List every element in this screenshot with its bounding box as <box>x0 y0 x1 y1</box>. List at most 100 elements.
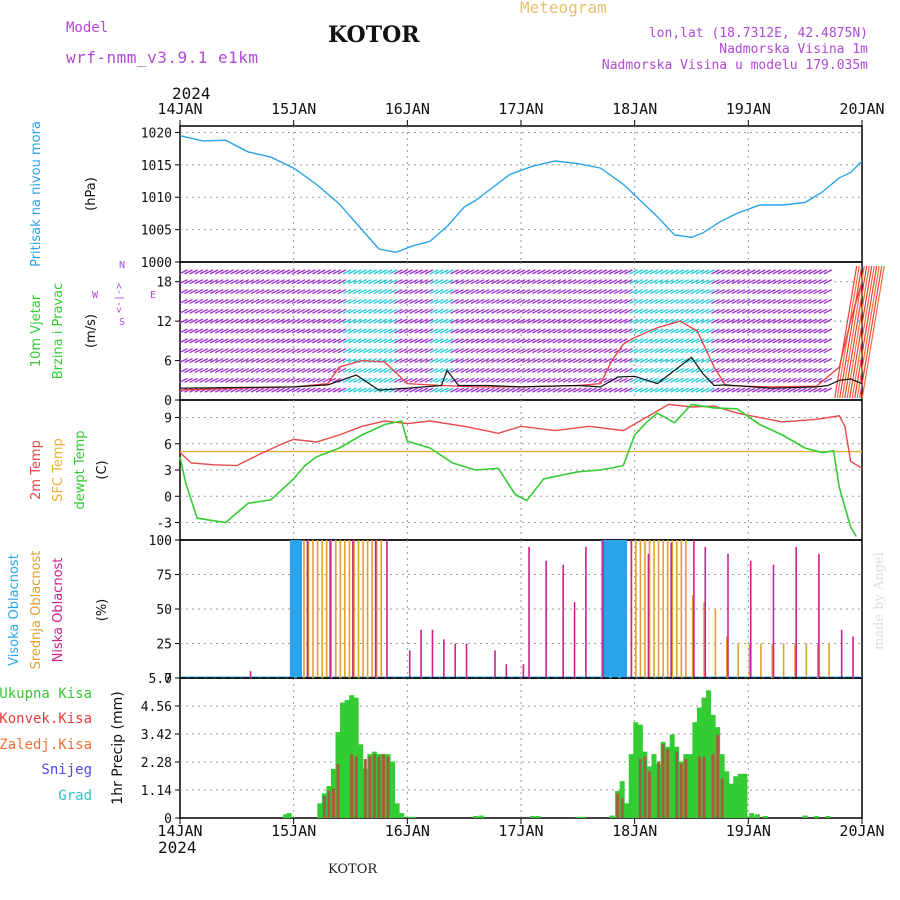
wind-barb <box>296 318 306 324</box>
precip-ytick-label: 5.7 <box>149 672 172 687</box>
wind-barb <box>342 328 352 334</box>
wind-barb <box>782 269 792 275</box>
precip-total-bar <box>742 773 748 818</box>
wind-barb <box>629 318 638 324</box>
wind-barb <box>281 387 291 393</box>
wind-barb <box>189 288 198 295</box>
wind-barb <box>429 298 439 305</box>
wind-barb <box>225 318 234 324</box>
wind-barb <box>189 377 198 383</box>
wind-barb <box>501 357 510 364</box>
wind-barb <box>649 348 659 354</box>
wind-barb <box>700 348 710 354</box>
wind-barb <box>567 348 577 354</box>
wind-barb <box>373 328 383 334</box>
wind-barb <box>317 348 326 354</box>
xtick-label-bottom: 18JAN <box>612 822 657 840</box>
wind-unit: (m/s) <box>84 314 99 348</box>
wind-barb <box>409 279 418 285</box>
wind-barb <box>700 367 710 374</box>
wind-barb <box>445 318 454 324</box>
wind-barb <box>286 367 296 374</box>
wind-barb <box>255 298 265 305</box>
precip-legend-4: Grad <box>58 788 92 804</box>
wind-barb <box>521 367 531 374</box>
wind-barb <box>782 288 792 295</box>
wind-barb <box>388 357 398 364</box>
wind-barb <box>486 357 495 364</box>
wind-barb <box>731 367 741 374</box>
wind-barb <box>434 367 444 374</box>
wind-barb <box>291 338 301 344</box>
wind-barb <box>399 328 408 334</box>
wind-barb <box>746 298 756 305</box>
wind-barb <box>716 298 725 305</box>
wind-barb <box>787 338 797 344</box>
wind-barb <box>230 279 239 285</box>
pressure-unit: (hPa) <box>84 177 99 211</box>
precip-total-bar <box>358 744 364 818</box>
wind-barb <box>583 279 592 285</box>
wind-barb <box>532 308 541 314</box>
wind-barb <box>782 377 792 383</box>
wind-barb <box>194 298 204 305</box>
wind-barb <box>593 288 603 295</box>
wind-barb <box>235 318 244 324</box>
wind-barb <box>255 288 265 295</box>
wind-barb <box>680 279 689 285</box>
xtick-label-top: 16JAN <box>385 100 430 118</box>
precip-total-bar <box>581 816 587 818</box>
wind-barb <box>322 387 331 393</box>
wind-barb <box>787 357 797 364</box>
wind-barb <box>751 279 761 285</box>
compass-n: N <box>119 260 125 271</box>
wind-barb <box>598 338 608 344</box>
wind-barb <box>286 279 296 285</box>
wind-barb <box>296 328 306 334</box>
wind-barb <box>317 279 326 285</box>
wind-barb <box>455 308 464 314</box>
wind-barb <box>460 338 470 344</box>
wind-barb <box>598 308 608 314</box>
wind-barb <box>271 367 280 374</box>
wind-barb <box>266 348 275 354</box>
wind-barb <box>537 318 546 324</box>
wind-barb <box>439 279 449 285</box>
wind-barb <box>762 387 771 393</box>
wind-barb <box>455 269 464 275</box>
wind-barb <box>404 348 413 354</box>
wind-barb <box>665 377 674 383</box>
wind-barb <box>511 318 521 324</box>
wind-barb <box>721 367 730 374</box>
wind-barb <box>501 387 510 393</box>
wind-barb <box>266 338 275 344</box>
wind-barb <box>368 308 377 314</box>
wind-barb <box>271 348 280 354</box>
wind-barb <box>613 318 623 324</box>
wind-barb <box>179 298 188 305</box>
precip-ytick-label: 3.42 <box>141 728 172 743</box>
wind-barb <box>465 387 475 393</box>
wind-barb <box>716 318 725 324</box>
wind-barb <box>347 377 357 383</box>
wind-barb <box>301 357 311 364</box>
wind-barb <box>342 279 352 285</box>
wind-barb <box>823 348 833 354</box>
wind-barb <box>429 288 439 295</box>
wind-barb <box>301 367 311 374</box>
precip-total-bar <box>802 815 808 818</box>
wind-barb <box>705 298 715 305</box>
wind-barb <box>470 288 480 295</box>
wind-barb <box>496 367 505 374</box>
wind-barb <box>255 338 265 344</box>
wind-barb <box>659 387 669 393</box>
wind-barb <box>368 298 377 305</box>
wind-barb <box>429 357 439 364</box>
wind-barb <box>624 279 633 285</box>
wind-barb <box>705 279 715 285</box>
wind-barb <box>736 279 746 285</box>
wind-barb <box>777 387 787 393</box>
wind-barb <box>220 377 229 383</box>
wind-barb <box>271 318 280 324</box>
wind-barb <box>654 288 664 295</box>
